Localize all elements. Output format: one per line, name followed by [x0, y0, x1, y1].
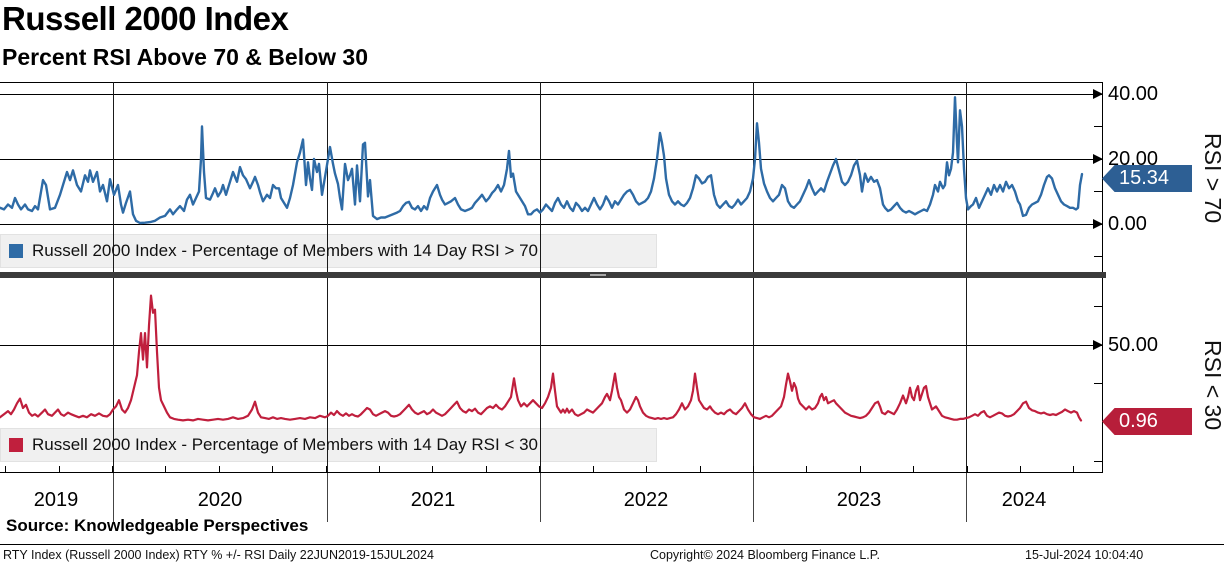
year-separator-line: [753, 472, 754, 522]
quarter-tick-mark: [913, 466, 914, 472]
quarter-tick-mark: [272, 466, 273, 472]
quarter-tick-mark: [486, 466, 487, 472]
page-subtitle: Percent RSI Above 70 & Below 30: [2, 44, 369, 70]
year-gridline-2024: [966, 82, 967, 522]
axis-tick-arrow-20: [1093, 154, 1103, 164]
quarter-tick-mark: [539, 466, 540, 472]
ytick-label-50: 50.00: [1108, 334, 1159, 356]
gridline-50: [0, 345, 1102, 346]
page-title: Russell 2000 Index: [2, 0, 289, 37]
year-separator-line: [113, 472, 114, 522]
legend-label-rsi-above-70: Russell 2000 Index - Percentage of Membe…: [32, 241, 539, 260]
gridline-40: [0, 94, 1102, 95]
quarter-tick-mark: [432, 466, 433, 472]
legend-item-rsi-below-30[interactable]: Russell 2000 Index - Percentage of Membe…: [0, 428, 657, 462]
year-separator-line: [966, 472, 967, 522]
quarter-tick-mark: [1073, 466, 1074, 472]
last-value-flag-rsi-above-70: 15.34: [1102, 165, 1192, 192]
quarter-tick-mark: [112, 466, 113, 472]
top-panel-frame-line: [0, 82, 1102, 83]
year-label-2019: 2019: [33, 489, 79, 511]
quarter-tick-mark: [219, 466, 220, 472]
footer-security-info: RTY Index (Russell 2000 Index) RTY % +/-…: [3, 548, 434, 562]
year-label-2023: 2023: [836, 489, 882, 511]
quarter-tick-mark: [967, 466, 968, 472]
quarter-tick-mark: [860, 466, 861, 472]
axis-title-rsi-above-70: RSI > 70: [1200, 133, 1224, 224]
axis-minor-tick: [1094, 461, 1102, 462]
quarter-tick-mark: [700, 466, 701, 472]
x-axis-line: [0, 472, 1103, 473]
quarter-tick-mark: [753, 466, 754, 472]
year-separator-line: [327, 472, 328, 522]
footer-timestamp: 15-Jul-2024 10:04:40: [1025, 548, 1144, 562]
quarter-tick-mark: [379, 466, 380, 472]
quarter-tick-mark: [1020, 466, 1021, 472]
legend-swatch-red: [9, 438, 23, 452]
year-label-2020: 2020: [197, 489, 243, 511]
year-label-2024: 2024: [1001, 489, 1047, 511]
axis-minor-tick: [1094, 126, 1102, 127]
legend-label-rsi-below-30: Russell 2000 Index - Percentage of Membe…: [32, 435, 539, 454]
year-gridline-2022: [540, 82, 541, 522]
footer-divider: [0, 544, 1224, 545]
axis-minor-tick: [1094, 256, 1102, 257]
axis-tick-arrow-40: [1093, 89, 1103, 99]
splitter-handle-icon[interactable]: [590, 274, 606, 276]
legend-strip-top-bg: [0, 234, 657, 268]
axis-minor-tick: [1094, 383, 1102, 384]
last-value-flag-rsi-below-30: 0.96: [1102, 408, 1192, 435]
quarter-tick-mark: [5, 466, 6, 472]
quarter-tick-mark: [326, 466, 327, 472]
quarter-tick-mark: [646, 466, 647, 472]
year-label-2022: 2022: [623, 489, 669, 511]
axis-minor-tick: [1094, 306, 1102, 307]
quarter-tick-mark: [165, 466, 166, 472]
footer-copyright: Copyright© 2024 Bloomberg Finance L.P.: [650, 548, 880, 562]
series-line-rsi-above-70: [0, 96, 1084, 225]
year-gridline-2021: [327, 82, 328, 522]
ytick-label-20: 20.00: [1108, 148, 1159, 170]
quarter-tick-mark: [59, 466, 60, 472]
legend-swatch-blue: [9, 244, 23, 258]
year-gridline-2023: [753, 82, 754, 522]
year-separator-line: [540, 472, 541, 522]
year-gridline-2020: [113, 82, 114, 522]
gridline-0: [0, 224, 1102, 225]
legend-item-rsi-above-70[interactable]: Russell 2000 Index - Percentage of Membe…: [0, 234, 657, 268]
series-line-rsi-below-30: [0, 294, 1083, 422]
quarter-tick-mark: [806, 466, 807, 472]
panel-splitter[interactable]: [0, 272, 1106, 278]
axis-minor-tick: [1094, 191, 1102, 192]
ytick-label-40: 40.00: [1108, 83, 1159, 105]
quarter-tick-mark: [593, 466, 594, 472]
axis-tick-arrow-50: [1093, 340, 1103, 350]
legend-strip-bottom-bg: [0, 428, 657, 462]
source-note: Source: Knowledgeable Perspectives: [6, 516, 309, 535]
axis-tick-arrow-0: [1093, 219, 1103, 229]
axis-title-rsi-below-30: RSI < 30: [1200, 339, 1224, 431]
year-label-2021: 2021: [410, 489, 456, 511]
ytick-label-0: 0.00: [1108, 213, 1147, 235]
gridline-20: [0, 159, 1102, 160]
